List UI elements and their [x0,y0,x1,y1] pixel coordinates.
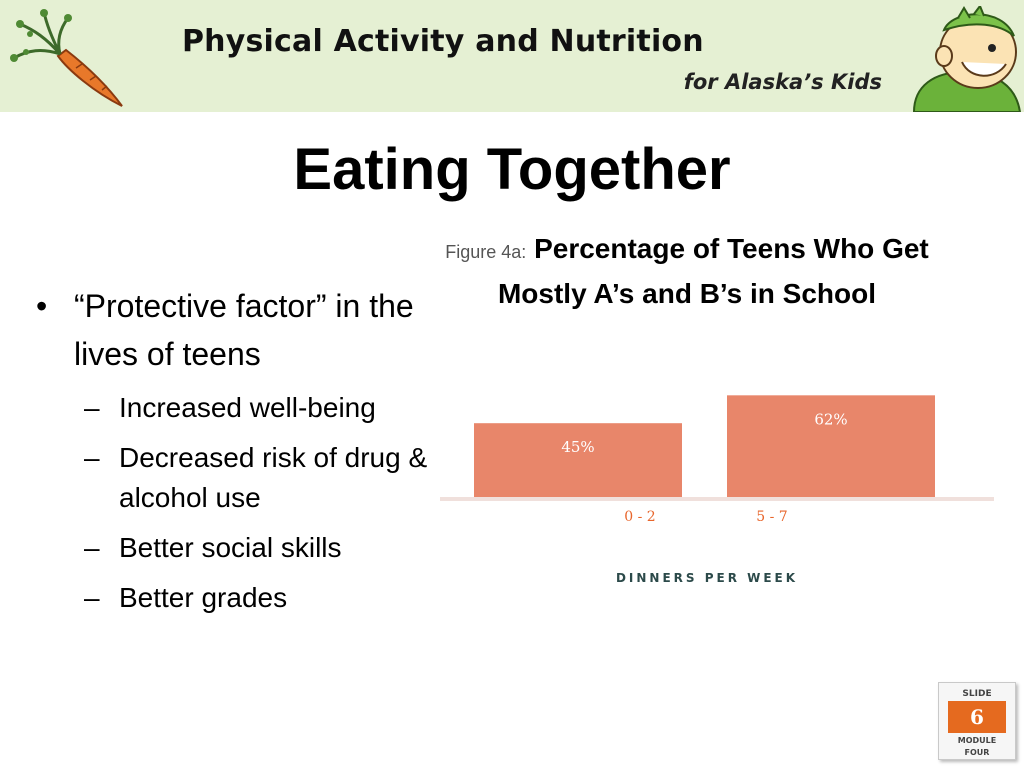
bullet-list: “Protective factor” in the lives of teen… [34,282,434,628]
badge-slide-number: 6 [948,701,1006,733]
chart-baseline [440,497,994,501]
chart-bar [727,395,935,497]
bar-chart: 45% 62% 0 - 2 5 - 7 DINNERS PER WEEK [440,395,994,585]
badge-slide-label: SLIDE [962,689,992,699]
bar-value-label: 62% [814,410,847,428]
category-tick-label: 0 - 2 [624,509,655,525]
x-axis-label: DINNERS PER WEEK [616,571,798,585]
slide-title: Eating Together [293,137,731,202]
carrot-icon [10,9,123,107]
sub-bullet: Better grades [78,578,434,618]
badge-module-line1: MODULE [957,736,997,745]
sub-bullet: Increased well-being [78,388,434,428]
category-tick-label: 5 - 7 [756,509,787,525]
header-banner: Physical Activity and Nutrition for Alas… [0,0,1024,112]
chart-bar [474,423,682,497]
banner-title: Physical Activity and Nutrition [182,24,704,59]
bullet-main: “Protective factor” in the lives of teen… [34,282,434,378]
sub-bullet-list: Increased well-being Decreased risk of d… [34,388,434,618]
banner-subtitle: for Alaska’s Kids [683,70,882,94]
sub-bullet: Decreased risk of drug & alcohol use [78,438,434,518]
kid-mascot-icon [912,6,1022,112]
badge-module-line2: FOUR [964,748,990,757]
figure-label: Figure 4a: [445,242,527,262]
slide-number-badge: SLIDE 6 MODULE FOUR [938,682,1016,760]
figure-title: Figure 4a: Percentage of Teens Who Get M… [442,228,932,314]
bar-value-label: 45% [561,438,594,456]
sub-bullet: Better social skills [78,528,434,568]
figure-heading: Percentage of Teens Who Get Mostly A’s a… [497,233,929,309]
